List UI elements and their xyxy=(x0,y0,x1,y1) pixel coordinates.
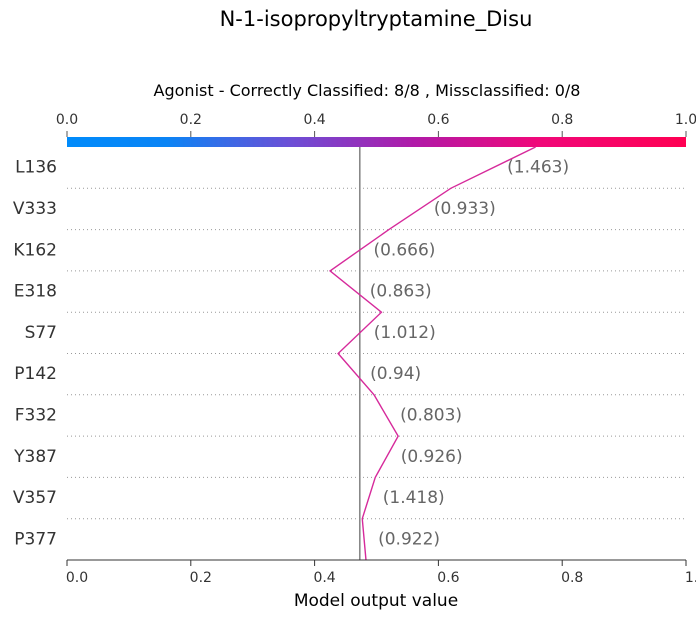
top-axis-tick-label: 0.6 xyxy=(427,112,449,128)
top-axis-tick-label: 1.0 xyxy=(675,112,696,128)
feature-value-label: (0.926) xyxy=(401,447,463,467)
bottom-axis-tick-label: 0.8 xyxy=(561,570,583,586)
feature-value-label: (0.666) xyxy=(373,240,435,260)
feature-value-label: (1.012) xyxy=(374,323,436,343)
colorbar xyxy=(67,137,686,147)
feature-value-label: (0.94) xyxy=(370,364,421,384)
feature-label: Y387 xyxy=(13,447,57,467)
top-axis-tick-label: 0.8 xyxy=(551,112,573,128)
top-axis-tick-label: 0.4 xyxy=(303,112,325,128)
feature-value-label: (0.933) xyxy=(434,199,496,219)
chart-title: N-1-isopropyltryptamine_Disu xyxy=(220,7,533,32)
feature-label: V333 xyxy=(13,199,57,219)
bottom-axis-tick-label: 0.6 xyxy=(437,570,459,586)
feature-value-label: (0.922) xyxy=(378,529,440,549)
bottom-axis-tick-label: 1.0 xyxy=(685,570,696,586)
feature-label: L136 xyxy=(15,158,57,178)
bottom-axis-tick-label: 0.2 xyxy=(190,570,212,586)
feature-label: K162 xyxy=(13,240,57,260)
feature-label: P142 xyxy=(14,364,57,384)
feature-label: F332 xyxy=(15,405,57,425)
feature-value-label: (0.803) xyxy=(400,405,462,425)
feature-label: S77 xyxy=(25,323,57,343)
bottom-axis-tick-label: 0.0 xyxy=(66,570,88,586)
feature-value-label: (1.463) xyxy=(507,158,569,178)
chart-subtitle: Agonist - Correctly Classified: 8/8 , Mi… xyxy=(154,81,581,100)
feature-label: P377 xyxy=(14,529,57,549)
top-axis-tick-label: 0.2 xyxy=(180,112,202,128)
feature-value-label: (0.863) xyxy=(370,282,432,302)
top-axis-tick-label: 0.0 xyxy=(56,112,78,128)
feature-value-label: (1.418) xyxy=(383,488,445,508)
x-axis-label: Model output value xyxy=(294,591,458,611)
feature-label: E318 xyxy=(14,282,57,302)
feature-label: V357 xyxy=(13,488,57,508)
bottom-axis-tick-label: 0.4 xyxy=(313,570,335,586)
